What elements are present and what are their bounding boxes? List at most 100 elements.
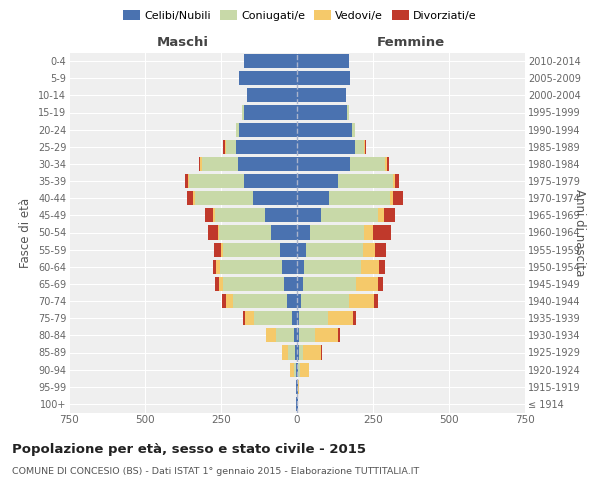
- Bar: [365, 140, 366, 154]
- Bar: [298, 362, 300, 376]
- Y-axis label: Fasce di età: Fasce di età: [19, 198, 32, 268]
- Bar: [294, 328, 297, 342]
- Bar: [226, 294, 233, 308]
- Bar: [297, 311, 299, 325]
- Bar: [297, 362, 298, 376]
- Bar: [373, 226, 391, 239]
- Bar: [221, 242, 223, 256]
- Bar: [253, 191, 297, 205]
- Bar: [299, 311, 328, 325]
- Bar: [265, 208, 297, 222]
- Bar: [185, 174, 188, 188]
- Bar: [188, 174, 189, 188]
- Bar: [395, 174, 399, 188]
- Bar: [295, 346, 297, 360]
- Bar: [394, 191, 403, 205]
- Bar: [338, 328, 340, 342]
- Bar: [244, 54, 297, 68]
- Bar: [282, 346, 289, 360]
- Bar: [193, 191, 195, 205]
- Bar: [297, 397, 298, 411]
- Bar: [218, 277, 223, 291]
- Bar: [266, 328, 276, 342]
- Bar: [378, 277, 383, 291]
- Bar: [297, 122, 352, 136]
- Text: COMUNE DI CONCESIO (BS) - Dati ISTAT 1° gennaio 2015 - Elaborazione TUTTITALIA.I: COMUNE DI CONCESIO (BS) - Dati ISTAT 1° …: [12, 468, 419, 476]
- Bar: [189, 174, 244, 188]
- Bar: [236, 140, 297, 154]
- Bar: [299, 328, 314, 342]
- Bar: [355, 140, 364, 154]
- Bar: [304, 260, 361, 274]
- Bar: [300, 362, 308, 376]
- Bar: [290, 362, 294, 376]
- Bar: [361, 260, 379, 274]
- Bar: [297, 71, 350, 85]
- Bar: [292, 311, 297, 325]
- Bar: [215, 277, 218, 291]
- Bar: [245, 311, 254, 325]
- Bar: [213, 208, 215, 222]
- Legend: Celibi/Nubili, Coniugati/e, Vedovi/e, Divorziati/e: Celibi/Nubili, Coniugati/e, Vedovi/e, Di…: [119, 6, 481, 25]
- Bar: [297, 208, 321, 222]
- Bar: [297, 328, 299, 342]
- Bar: [233, 294, 287, 308]
- Bar: [385, 157, 386, 171]
- Bar: [226, 140, 236, 154]
- Bar: [223, 242, 280, 256]
- Bar: [297, 260, 304, 274]
- Bar: [199, 157, 200, 171]
- Bar: [356, 277, 378, 291]
- Bar: [375, 242, 386, 256]
- Bar: [220, 226, 271, 239]
- Bar: [301, 294, 349, 308]
- Bar: [386, 157, 389, 171]
- Bar: [296, 397, 297, 411]
- Bar: [223, 277, 284, 291]
- Bar: [374, 294, 378, 308]
- Bar: [347, 106, 349, 120]
- Bar: [329, 191, 390, 205]
- Bar: [328, 311, 353, 325]
- Bar: [271, 226, 297, 239]
- Bar: [205, 208, 213, 222]
- Bar: [195, 191, 253, 205]
- Bar: [297, 157, 350, 171]
- Bar: [244, 106, 297, 120]
- Bar: [353, 311, 356, 325]
- Bar: [223, 140, 225, 154]
- Bar: [220, 260, 283, 274]
- Bar: [321, 346, 322, 360]
- Bar: [242, 106, 244, 120]
- Bar: [254, 311, 292, 325]
- Bar: [296, 380, 297, 394]
- Bar: [297, 380, 298, 394]
- Text: Femmine: Femmine: [377, 36, 445, 49]
- Bar: [236, 122, 239, 136]
- Bar: [310, 226, 364, 239]
- Bar: [314, 328, 338, 342]
- Bar: [239, 71, 297, 85]
- Bar: [393, 174, 395, 188]
- Bar: [284, 277, 297, 291]
- Bar: [215, 208, 265, 222]
- Bar: [298, 380, 299, 394]
- Bar: [280, 242, 297, 256]
- Bar: [297, 191, 329, 205]
- Bar: [202, 157, 238, 171]
- Y-axis label: Anni di nascita: Anni di nascita: [573, 189, 586, 276]
- Bar: [297, 88, 346, 102]
- Bar: [297, 226, 310, 239]
- Bar: [244, 174, 297, 188]
- Bar: [297, 277, 303, 291]
- Bar: [305, 242, 363, 256]
- Bar: [349, 294, 374, 308]
- Bar: [364, 226, 373, 239]
- Bar: [225, 140, 226, 154]
- Bar: [222, 294, 226, 308]
- Bar: [297, 242, 305, 256]
- Bar: [214, 242, 221, 256]
- Bar: [208, 226, 218, 239]
- Bar: [187, 191, 193, 205]
- Bar: [283, 260, 297, 274]
